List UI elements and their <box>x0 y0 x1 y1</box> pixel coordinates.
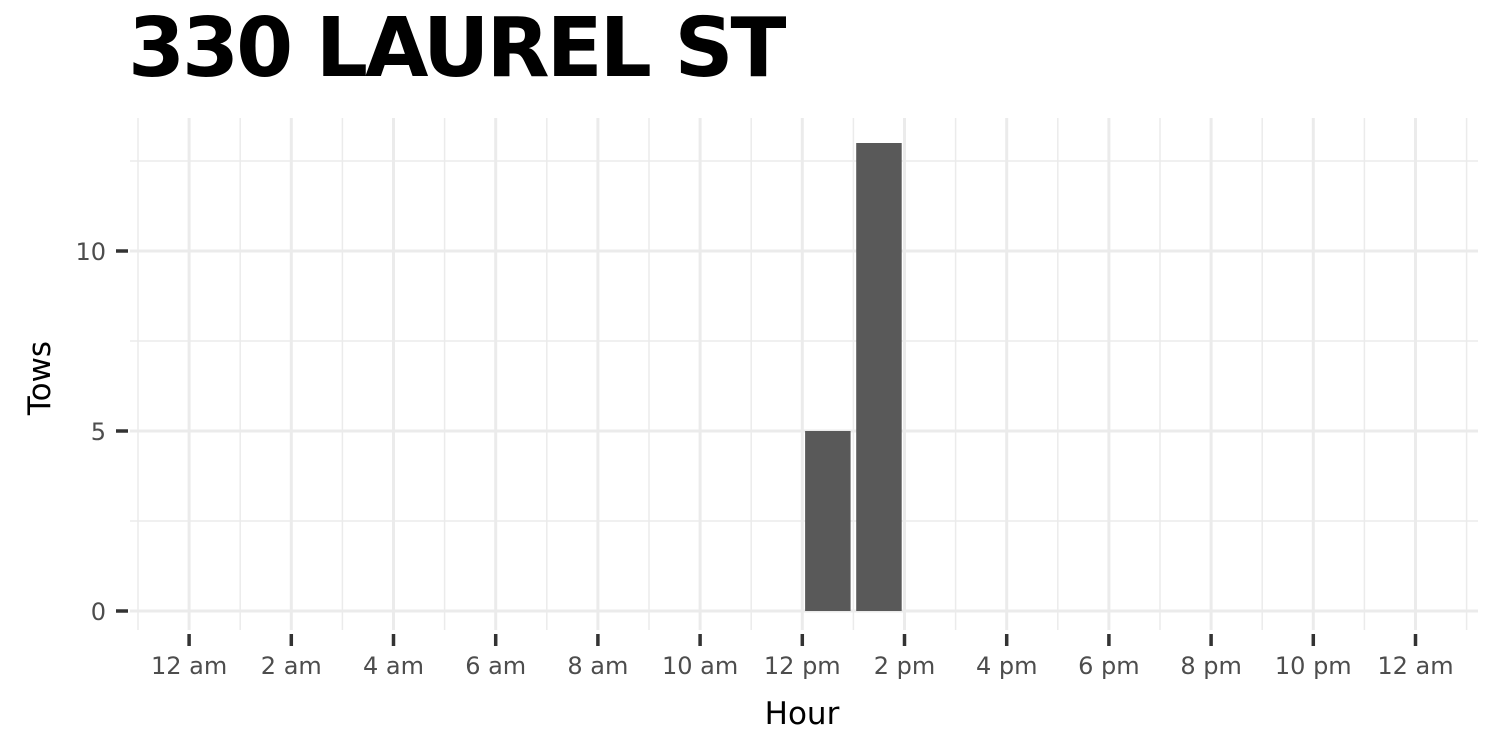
bar-hour-13 <box>856 143 902 611</box>
x-tick-label: 8 am <box>567 652 628 680</box>
x-tick-label: 12 am <box>1377 652 1453 680</box>
x-tick-label: 10 am <box>662 652 738 680</box>
x-tick-label: 8 pm <box>1180 652 1242 680</box>
x-tick-label: 4 pm <box>976 652 1038 680</box>
x-tick-label: 6 pm <box>1078 652 1140 680</box>
x-axis-title: Hour <box>765 696 840 732</box>
y-tick-label: 10 <box>75 238 106 266</box>
major-gridlines <box>130 118 1478 630</box>
bar-hour-12 <box>805 431 851 611</box>
x-tick-label: 2 pm <box>874 652 936 680</box>
x-tick-label: 2 am <box>261 652 322 680</box>
x-tick-label: 4 am <box>363 652 424 680</box>
x-tick-label: 10 pm <box>1275 652 1352 680</box>
y-axis-title: Tows <box>22 341 58 416</box>
y-tick-label: 5 <box>91 418 106 446</box>
x-tick-label: 12 pm <box>764 652 841 680</box>
x-tick-label: 12 am <box>151 652 227 680</box>
minor-gridlines <box>130 118 1478 630</box>
x-tick-label: 6 am <box>465 652 526 680</box>
x-axis: 12 am 2 am 4 am 6 am 8 am 10 am 12 pm 2 pm 4 pm 6… <box>151 634 1454 680</box>
y-tick-label: 0 <box>91 598 106 626</box>
y-axis: 0 5 10 <box>75 238 128 626</box>
bars <box>805 143 902 611</box>
chart-title: 330 LAUREL ST <box>128 1 786 96</box>
